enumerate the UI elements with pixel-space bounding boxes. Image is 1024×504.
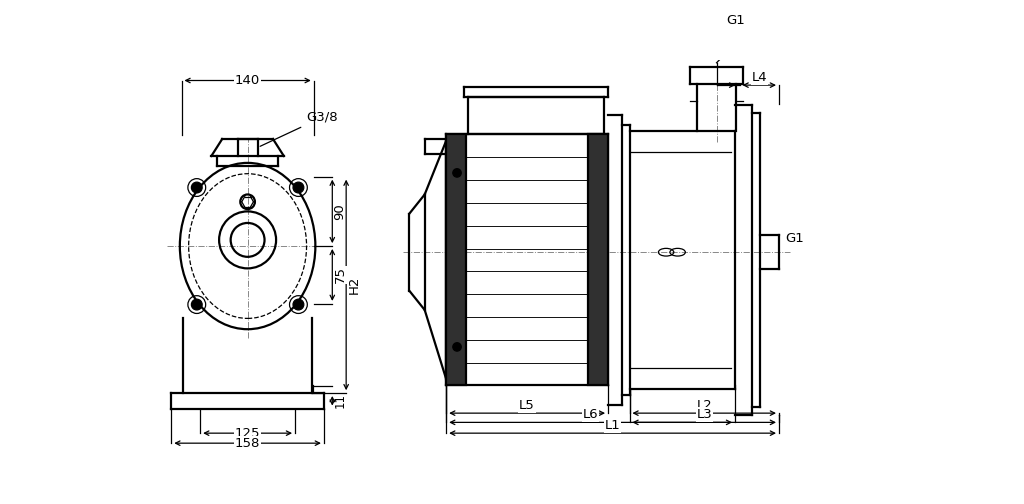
Circle shape [191,182,202,193]
Circle shape [453,343,461,351]
Text: L2: L2 [696,399,712,412]
Text: H2: H2 [348,276,361,294]
Text: G3/8: G3/8 [260,111,338,146]
Text: L6: L6 [583,408,598,421]
Text: L5: L5 [519,399,535,412]
Circle shape [293,182,304,193]
Text: 75: 75 [334,267,346,283]
Bar [446,135,466,386]
Bar [588,135,608,386]
Text: G1: G1 [726,14,745,27]
Text: L1: L1 [605,419,621,432]
Text: 140: 140 [234,74,260,87]
Circle shape [293,299,304,310]
Text: L4: L4 [752,71,767,84]
Text: 125: 125 [234,427,260,439]
Text: L3: L3 [696,408,712,421]
Circle shape [453,169,461,177]
Text: G1: G1 [785,232,804,245]
Text: 158: 158 [234,436,260,450]
Text: 11: 11 [334,393,346,408]
Circle shape [191,299,202,310]
Text: 90: 90 [334,203,346,220]
